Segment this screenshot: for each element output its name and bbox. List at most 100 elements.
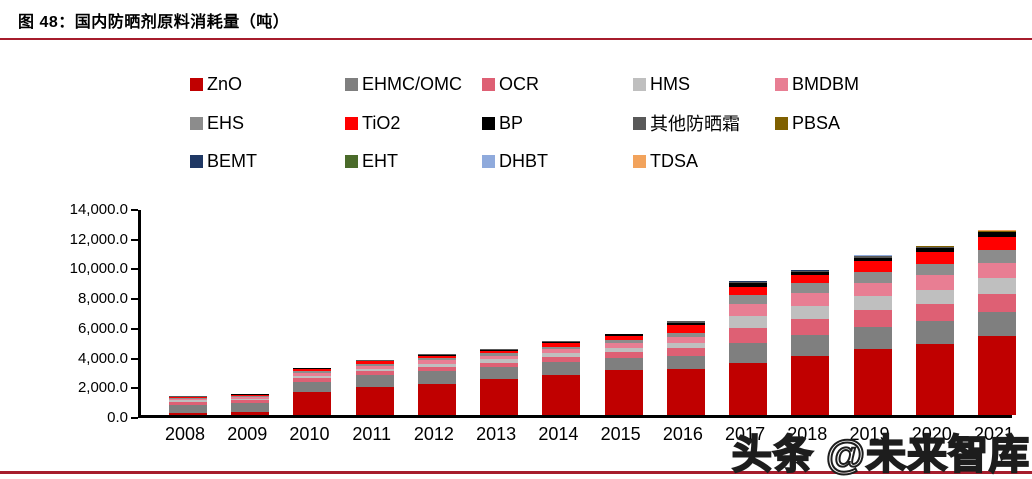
bar-segment-OCR: [417, 366, 456, 372]
bar-segment-HMS: [542, 353, 581, 358]
stacked-bar-2021: [978, 230, 1016, 415]
legend-label: EHMC/OMC: [362, 74, 462, 94]
x-axis-tick-label: 2013: [476, 424, 517, 444]
bar-segment-BMDBM: [480, 355, 519, 360]
bar-segment-HMS: [480, 359, 519, 363]
bar-segment-TiO2: [169, 397, 207, 399]
legend-item-BMDBM: BMDBM: [775, 74, 1010, 95]
bar-segment-BP: [791, 272, 830, 275]
stacked-bar-2010: [293, 367, 332, 415]
y-axis-tick-label: 12,000.0: [69, 230, 128, 248]
bar-segment-HMS: [791, 305, 830, 320]
bar-segment-HMS: [231, 398, 270, 400]
bar-segment-TiO2: [729, 286, 768, 295]
legend-swatch-icon: [482, 78, 495, 91]
chart-legend: ZnO EHMC/OMC OCR HMS BMDBM EHS TiO2 BP 其他防晒霜 PBSA…: [190, 74, 1010, 172]
x-axis-tick-label: 2008: [164, 424, 206, 444]
bar-segment-HMS: [169, 400, 207, 402]
bar-segment-TiO2: [978, 236, 1016, 251]
y-axis-tick-mark: [131, 417, 138, 419]
bar-segment-PBSA: [729, 281, 768, 283]
x-axis-tick-label: 2016: [662, 424, 703, 444]
y-axis-tick-mark: [131, 327, 138, 330]
x-axis-tick-label: 2010: [289, 424, 330, 444]
bar-segment--: [978, 231, 1016, 233]
bar-segment-EHMC-OMC: [729, 342, 768, 363]
stacked-bar-2013: [480, 349, 519, 415]
legend-item-EHT: EHT: [345, 151, 482, 172]
legend-swatch-icon: [345, 155, 358, 168]
watermark: 头条 @未来智库: [731, 432, 1030, 478]
bar-segment-PBSA: [853, 255, 892, 257]
bar-segment-EHS: [853, 271, 892, 283]
bar-segment-BMDBM: [231, 396, 270, 399]
legend-swatch-icon: [482, 155, 495, 168]
bar-segment-ZnO: [915, 343, 954, 415]
y-axis-tick-label: 0.0: [107, 409, 128, 426]
bar-segment-BP: [729, 282, 768, 287]
y-axis-tick-label: 10,000.0: [69, 260, 128, 278]
bar-segment-TiO2: [853, 261, 892, 272]
bar-segment-EHMC-OMC: [666, 355, 705, 369]
bar-segment-BMDBM: [542, 349, 581, 354]
x-axis-tick-label: 2019: [849, 424, 890, 444]
legend-swatch-icon: [633, 116, 646, 130]
legend-item--: 其他防晒霜: [633, 110, 775, 136]
bar-segment-OCR: [231, 399, 270, 404]
bar-segment-BMDBM: [978, 262, 1016, 278]
legend-label: BMDBM: [792, 74, 859, 94]
bar-segment-BP: [542, 341, 581, 343]
legend-label: ZnO: [207, 74, 243, 94]
x-axis-tick-label: 2009: [227, 424, 268, 444]
legend-label: HMS: [650, 74, 690, 94]
x-axis-tick-label: 2012: [413, 424, 454, 444]
y-axis-tick-label: 14,000.0: [69, 201, 128, 218]
legend-label: OCR: [499, 74, 539, 94]
stacked-bar-2018: [791, 270, 830, 415]
legend-swatch-icon: [190, 116, 203, 130]
y-axis-tick-label: 8,000.0: [77, 290, 128, 308]
bar-segment-BMDBM: [729, 304, 768, 317]
bar-segment-EHS: [417, 358, 456, 361]
legend-item-EHS: EHS: [190, 110, 345, 136]
y-axis-tick-mark: [131, 357, 138, 360]
bar-segment-TiO2: [542, 342, 581, 347]
x-axis-tick-label: 2014: [538, 424, 579, 444]
bar-segment-BMDBM: [604, 343, 643, 348]
bar-segment-ZnO: [853, 348, 892, 415]
bar-segment-BMDBM: [355, 365, 394, 369]
x-axis-tick-label: 2011: [352, 424, 392, 444]
y-axis-tick-mark: [131, 387, 138, 390]
bar-segment-OCR: [791, 319, 830, 335]
bar-segment-EHS: [355, 363, 394, 366]
bar-segment--: [480, 349, 519, 350]
legend-item-ZnO: ZnO: [190, 74, 345, 95]
legend-label: BP: [499, 112, 524, 133]
bar-segment-ZnO: [604, 369, 643, 415]
bar-segment-TiO2: [417, 355, 456, 359]
bar-segment-TiO2: [791, 274, 830, 283]
bar-segment--: [293, 367, 332, 369]
bar-segment-ZnO: [666, 368, 705, 415]
bar-segment-BMDBM: [791, 293, 830, 306]
legend-swatch-icon: [775, 116, 788, 130]
bar-segment-ZnO: [169, 412, 207, 415]
bar-segment-EHS: [978, 250, 1016, 263]
bar-segment-BP: [293, 368, 332, 370]
legend-label: BEMT: [207, 151, 258, 171]
bar-segment-HMS: [978, 277, 1016, 294]
legend-swatch-icon: [482, 116, 495, 130]
bar-segment-BP: [355, 360, 394, 362]
legend-label: TDSA: [650, 151, 699, 171]
legend-label: TiO2: [362, 112, 401, 133]
bar-segment-HMS: [355, 368, 394, 372]
bar-segment-EHMC-OMC: [480, 367, 519, 380]
bar-segment-HMS: [417, 363, 456, 367]
bar-segment-ZnO: [417, 383, 456, 415]
legend-label: DHBT: [499, 151, 548, 171]
bar-segment-BP: [169, 396, 207, 398]
bar-segment--: [915, 246, 954, 249]
x-axis-tick-label: 2021: [973, 424, 1015, 444]
bar-segment-BMDBM: [666, 337, 705, 343]
